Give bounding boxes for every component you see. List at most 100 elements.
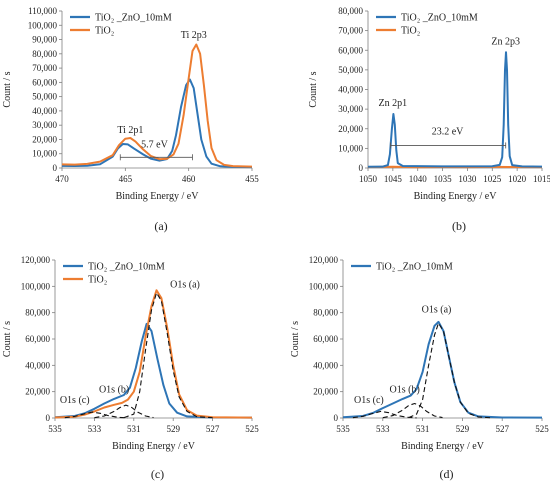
panel-caption: (d): [440, 467, 454, 481]
legend-label: TiO₂ _ZnO_10mM: [401, 13, 478, 24]
x-tick-label: 1015: [533, 174, 550, 184]
y-tick-label: 40,000: [32, 106, 57, 116]
y-tick-label: 50,000: [32, 92, 57, 102]
legend-label: TiO₂: [401, 26, 420, 37]
x-tick-label: 465: [119, 174, 133, 184]
y-tick-label: 80,000: [313, 308, 338, 318]
x-tick-label: 533: [376, 424, 390, 434]
x-tick-label: 1035: [434, 174, 453, 184]
peak-annotation: Ti 2p3: [181, 30, 207, 41]
series-line: [54, 322, 253, 419]
y-tick-label: 20,000: [338, 124, 363, 134]
peak-annotation: Zn 2p3: [491, 36, 520, 47]
peak-annotation: Ti 2p1: [117, 125, 143, 136]
y-tick-label: 20,000: [313, 387, 338, 397]
y-axis-label: Count / s: [2, 71, 13, 107]
y-tick-label: 50,000: [338, 65, 363, 75]
x-tick-label: 527: [206, 424, 220, 434]
panel-caption: (a): [154, 219, 167, 233]
x-tick-label: 1030: [458, 174, 477, 184]
y-tick-label: 10,000: [338, 143, 363, 153]
y-axis-label: Count / s: [2, 321, 13, 357]
series-line: [61, 78, 253, 169]
y-tick-label: 60,000: [25, 334, 50, 344]
series-line: [54, 289, 253, 419]
x-tick-label: 525: [245, 424, 259, 434]
x-tick-label: 525: [535, 424, 549, 434]
y-tick-label: 0: [359, 163, 364, 173]
x-axis-label: Binding Energy / eV: [401, 441, 485, 452]
y-tick-label: 60,000: [32, 77, 57, 87]
x-tick-label: 527: [495, 424, 509, 434]
y-tick-label: 80,000: [25, 308, 50, 318]
y-tick-label: 110,000: [28, 6, 57, 16]
x-tick-label: 533: [88, 424, 102, 434]
x-tick-label: 1045: [384, 174, 403, 184]
peak-annotation: O1s (a): [422, 305, 452, 316]
y-tick-label: 80,000: [338, 6, 363, 16]
y-tick-label: 30,000: [32, 120, 57, 130]
y-tick-label: 80,000: [32, 49, 57, 59]
series-line: [123, 292, 213, 419]
legend-label: TiO₂ _ZnO_10mM: [95, 13, 172, 24]
y-tick-label: 20,000: [32, 134, 57, 144]
peak-annotation: Zn 2p1: [379, 98, 408, 109]
peak-annotation: O1s (b): [390, 384, 420, 395]
series-line: [352, 410, 417, 419]
x-tick-label: 531: [416, 424, 430, 434]
chart-b: 0 10,000 20,000 30,000 40,000 50,000 60,000 70,…: [308, 6, 550, 233]
x-tick-label: 535: [48, 424, 62, 434]
x-tick-label: 460: [182, 174, 196, 184]
y-tick-label: 0: [53, 163, 58, 173]
x-tick-label: 455: [245, 174, 259, 184]
series-line: [367, 51, 543, 168]
x-tick-label: 1040: [409, 174, 428, 184]
panel-caption: (b): [452, 219, 466, 233]
y-tick-label: 60,000: [338, 45, 363, 55]
y-tick-label: 10,000: [32, 149, 57, 159]
y-tick-label: 20,000: [25, 387, 50, 397]
x-tick-label: 529: [166, 424, 180, 434]
series-line: [94, 404, 154, 419]
legend-label: TiO₂ _ZnO_10mM: [376, 262, 453, 273]
y-axis-label: Count / s: [308, 71, 319, 107]
x-axis-label: Binding Energy / eV: [112, 441, 196, 452]
legend-label: TiO₂: [95, 26, 114, 37]
series-line: [382, 402, 443, 419]
peak-annotation: O1s (b): [99, 384, 129, 395]
chart-c: 0 20,000 40,000 60,000 80,000 100,000 120,000 5…: [2, 255, 259, 481]
y-tick-label: 40,000: [313, 360, 338, 370]
x-tick-label: 1050: [359, 174, 378, 184]
panel-caption: (c): [151, 467, 164, 481]
peak-annotation: O1s (c): [354, 395, 384, 406]
peak-annotation: 23.2 eV: [432, 127, 464, 138]
y-tick-label: 0: [334, 413, 339, 423]
x-tick-label: 529: [456, 424, 470, 434]
x-tick-label: 531: [127, 424, 141, 434]
x-tick-label: 1020: [508, 174, 527, 184]
peak-annotation: O1s (a): [170, 280, 200, 291]
y-tick-label: 100,000: [28, 20, 58, 30]
y-tick-label: 100,000: [309, 281, 339, 291]
peak-annotation: O1s (c): [60, 395, 90, 406]
y-tick-label: 120,000: [21, 255, 51, 265]
series-line: [64, 411, 128, 419]
peak-annotation: 5.7 eV: [141, 139, 168, 150]
x-axis-label: Binding Energy / eV: [414, 191, 498, 202]
y-tick-label: 120,000: [309, 255, 339, 265]
y-tick-label: 0: [46, 413, 51, 423]
y-axis-label: Count / s: [290, 321, 301, 357]
series-line: [61, 43, 253, 168]
x-tick-label: 1025: [483, 174, 502, 184]
series-line: [408, 322, 493, 419]
y-tick-label: 90,000: [32, 35, 57, 45]
y-tick-label: 40,000: [338, 85, 363, 95]
y-tick-label: 40,000: [25, 360, 50, 370]
y-tick-label: 30,000: [338, 104, 363, 114]
chart-d: 0 20,000 40,000 60,000 80,000 100,000 120,000 5…: [290, 255, 549, 481]
legend-label: TiO₂ _ZnO_10mM: [88, 262, 165, 273]
x-tick-label: 470: [55, 174, 69, 184]
chart-a: 0 10,000 20,000 30,000 40,000 50,000 60,000 70,…: [2, 6, 259, 233]
y-tick-label: 100,000: [21, 281, 51, 291]
